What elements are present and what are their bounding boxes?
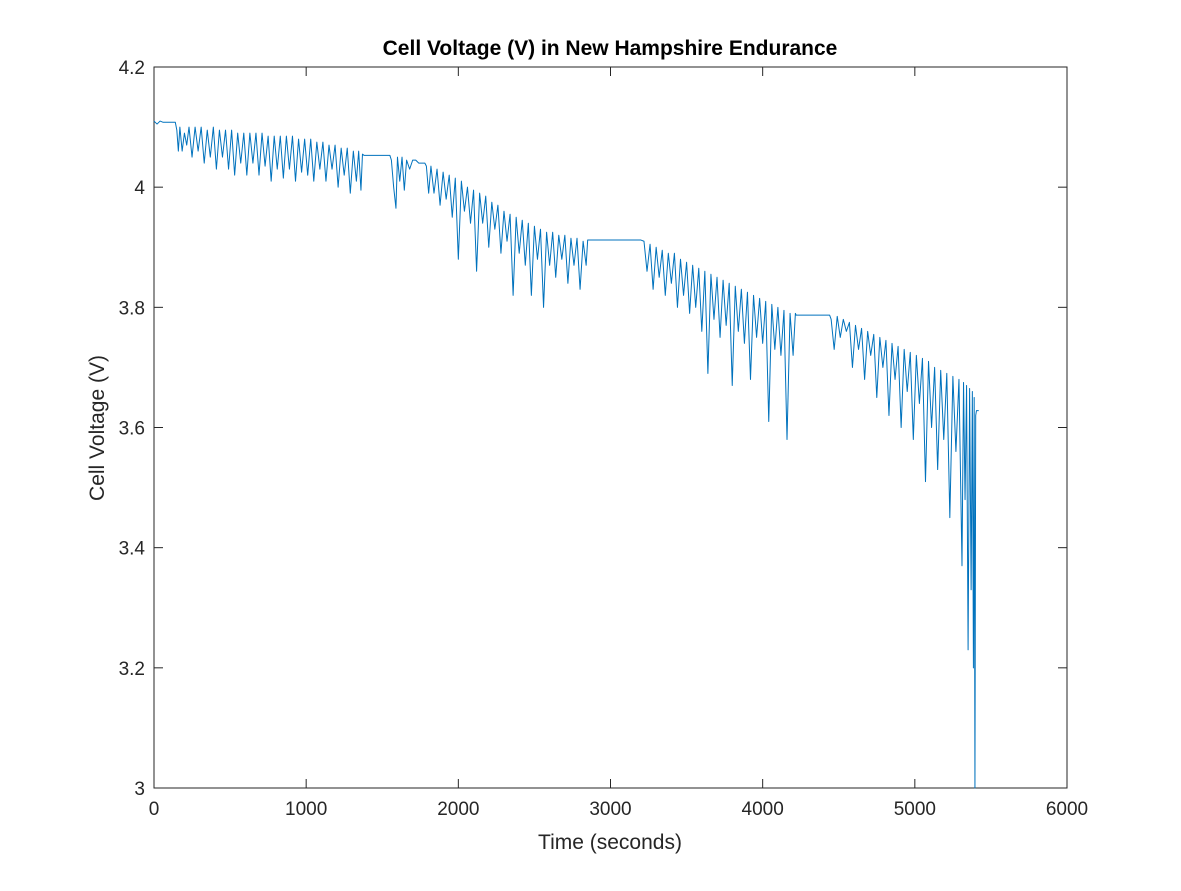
y-axis-title: Cell Voltage (V) [86,355,109,501]
x-tick-label: 6000 [1046,799,1088,820]
y-tick-label: 3 [134,779,145,800]
x-tick-label: 2000 [437,799,479,820]
axis-ticks: 0 1000 2000 3000 4000 5000 6000 3 3.2 3.4 3.6 3.8 4 4… [119,58,1089,820]
chart-title: Cell Voltage (V) in New Hampshire Endura… [383,37,838,60]
y-tick-label: 4 [134,178,145,199]
y-tick-label: 4.2 [119,58,145,79]
plot-area [153,66,1068,789]
x-tick-label: 0 [149,799,160,820]
x-axis-title: Time (seconds) [538,831,682,854]
y-tick-label: 3.6 [119,419,145,440]
series-line-voltage [153,120,979,789]
x-tick-label: 4000 [742,799,784,820]
y-tick-label: 3.8 [119,298,145,319]
y-tick-label: 3.2 [119,659,145,680]
x-tick-label: 3000 [589,799,631,820]
x-tick-label: 5000 [894,799,936,820]
x-tick-label: 1000 [285,799,327,820]
y-tick-label: 3.4 [119,539,146,560]
data-series [153,120,979,789]
